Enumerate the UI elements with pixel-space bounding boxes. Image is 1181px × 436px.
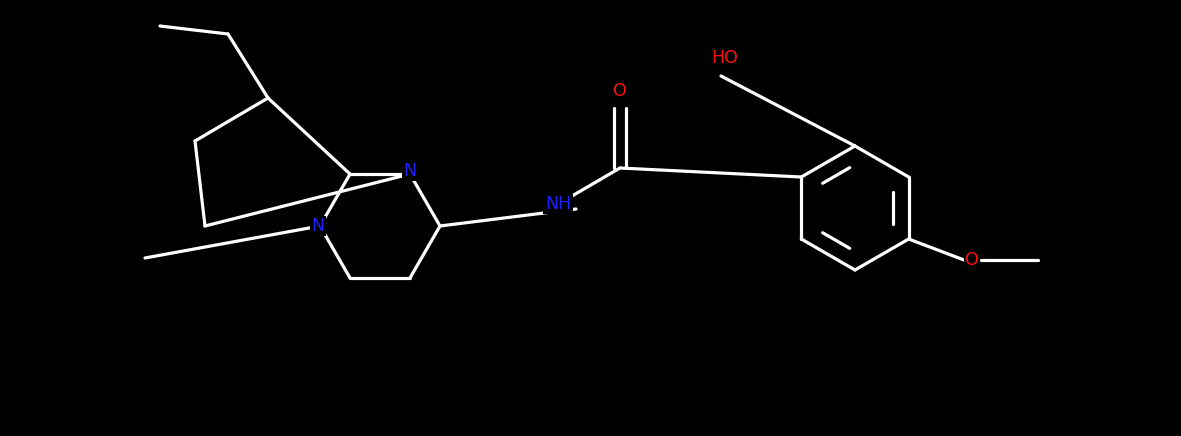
Text: NH: NH (544, 195, 572, 213)
Text: N: N (312, 217, 325, 235)
Text: N: N (404, 162, 417, 180)
Text: O: O (613, 82, 627, 100)
Text: O: O (965, 251, 979, 269)
Text: HO: HO (712, 49, 738, 67)
